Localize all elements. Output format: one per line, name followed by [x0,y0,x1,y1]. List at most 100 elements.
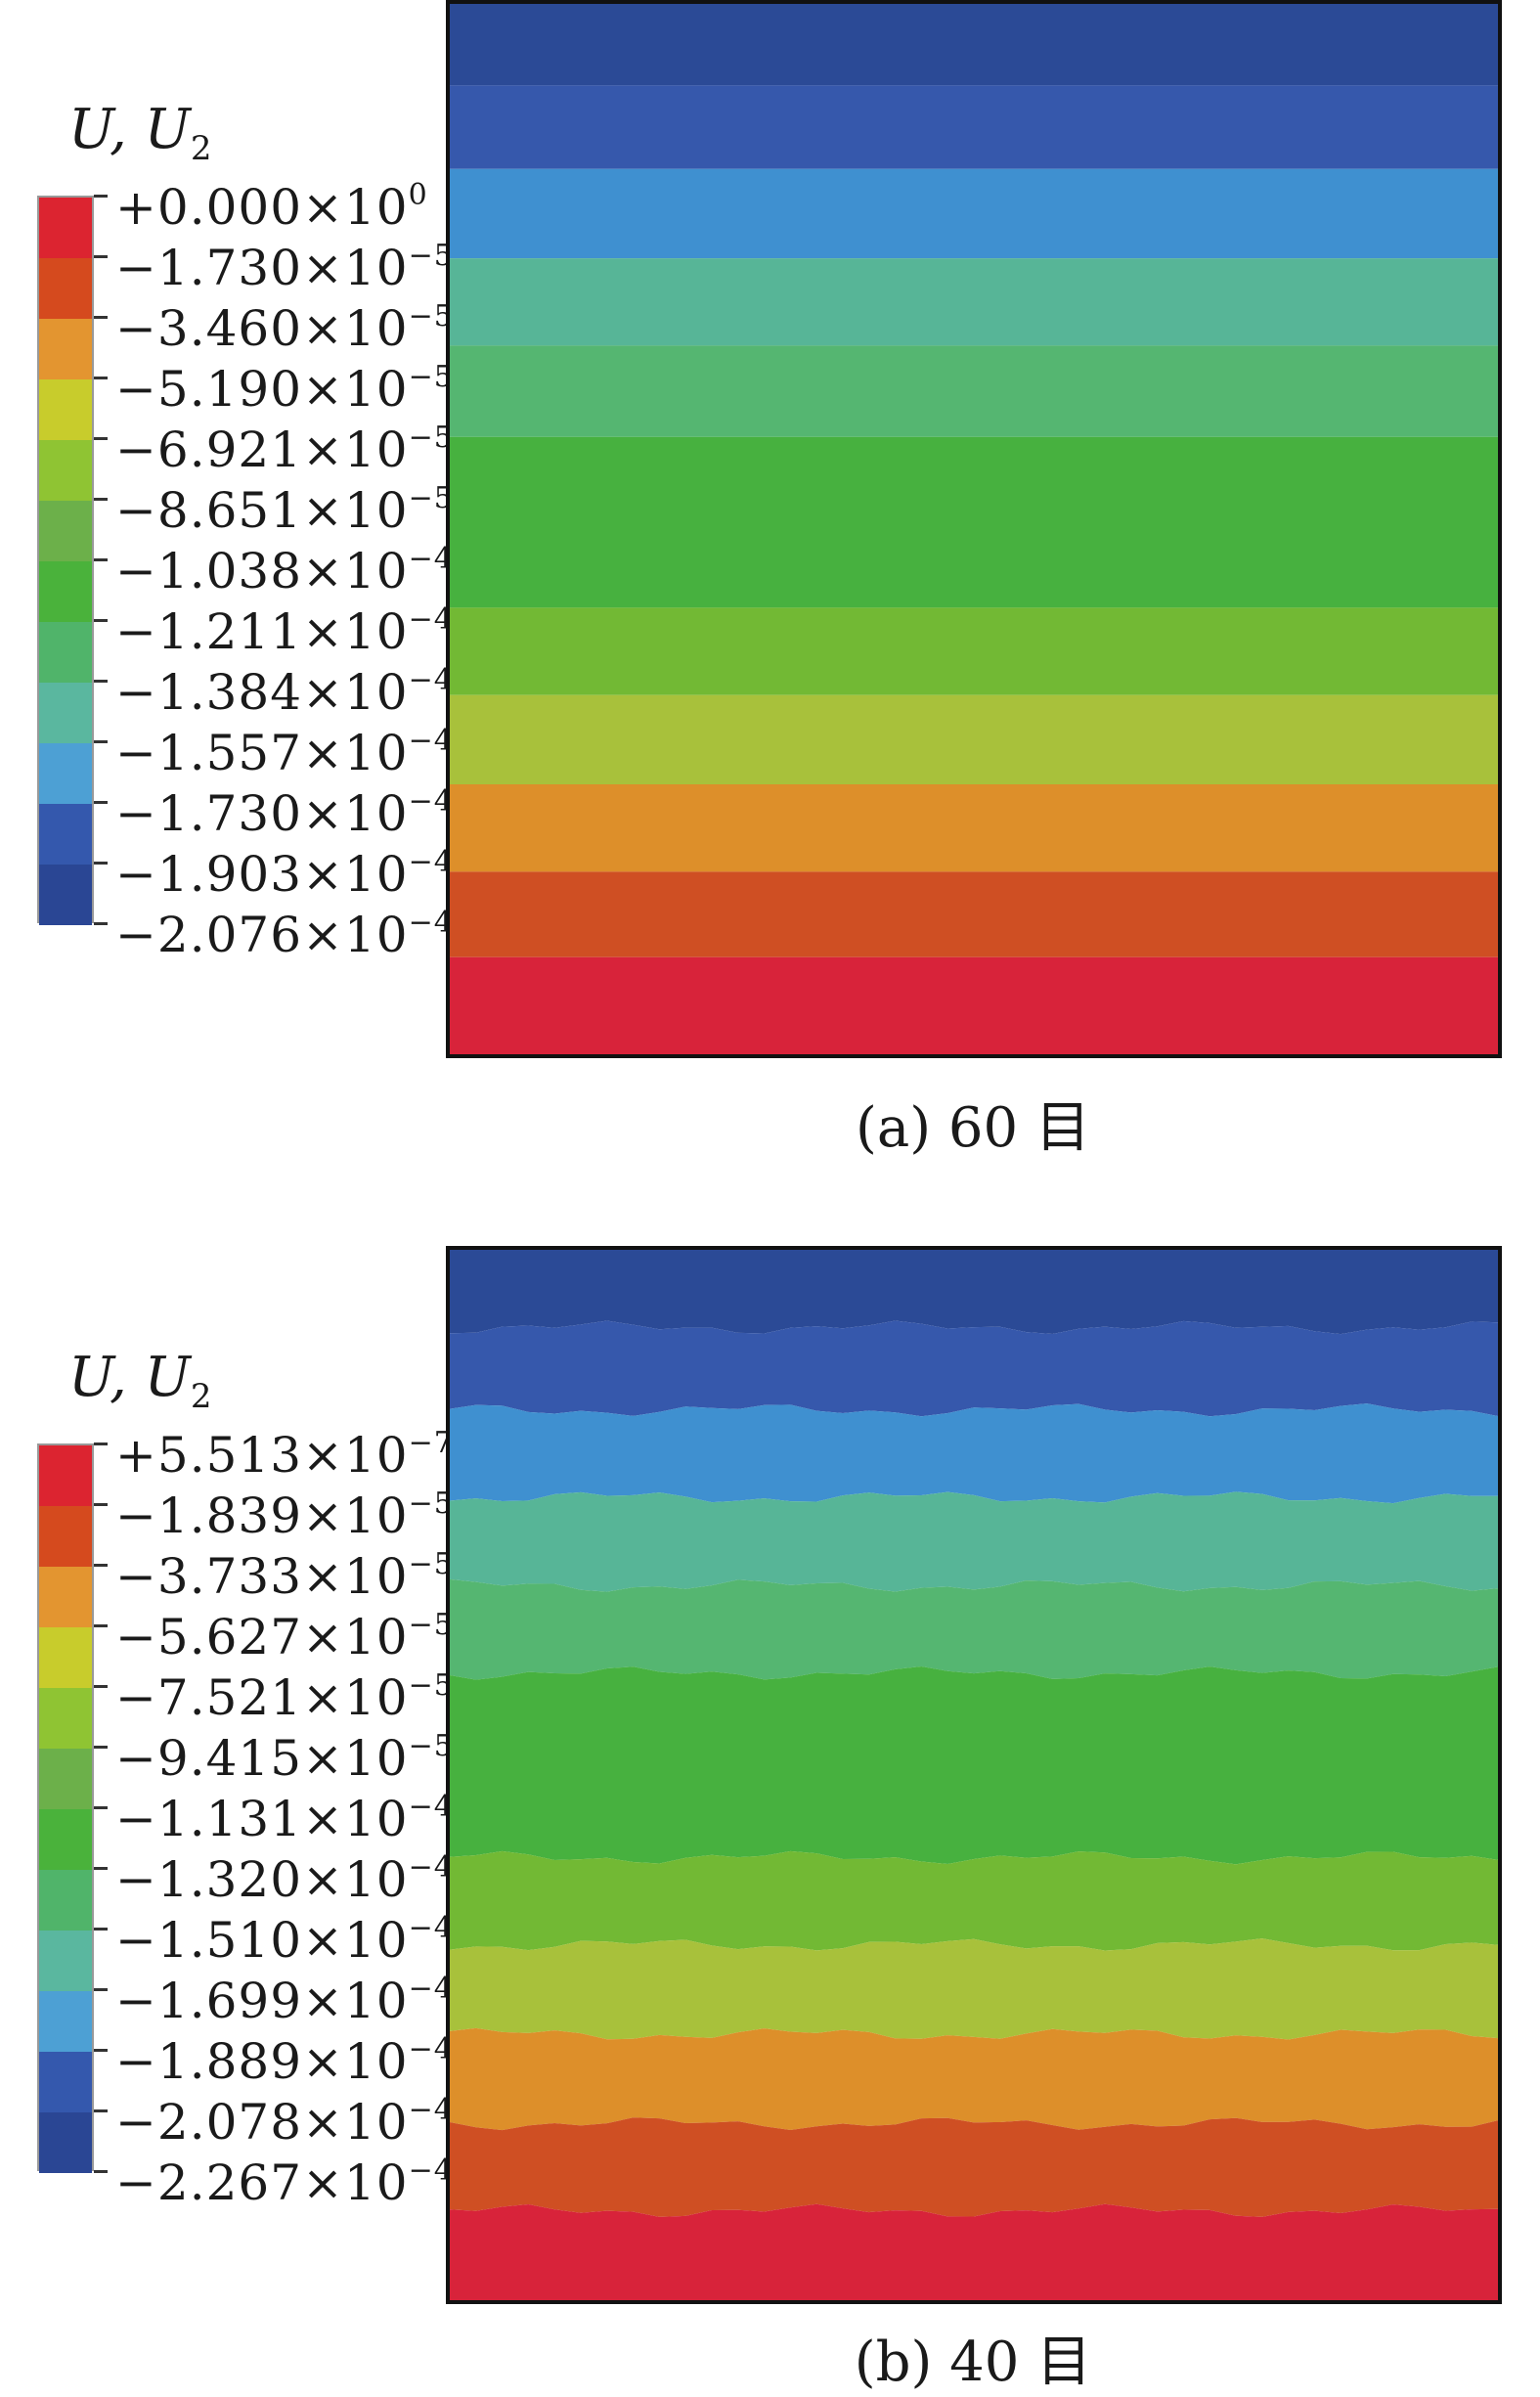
contour-bands [450,1250,1498,2300]
legend-label-exponent: −5 [408,421,454,455]
panel-a: U, U2 +0.000×100 −1.730×10−5 −3.460×10−5 −5… [0,0,1540,1164]
legend-tick [94,1624,108,1627]
legend-label: −1.699×10−4 [115,1965,454,2025]
legend-label-mantissa: −1.320×10 [115,1851,409,1908]
contour-plot-a [446,0,1502,1058]
panel-b: U, U2 +5.513×10−7 −1.839×10−5 −3.733×10−5−… [0,1242,1540,2394]
legend-label: −1.038×10−4 [115,535,454,596]
legend-label-exponent: −5 [408,299,454,333]
legend-tick [94,316,108,319]
legend-title: U, U2 [68,1346,212,1416]
legend-label: −7.521×10−5 [115,1662,454,1722]
legend-label-mantissa: −3.733×10 [115,1548,409,1605]
legend-label-mantissa: −7.521×10 [115,1669,409,1726]
legend-label-mantissa: −1.730×10 [115,240,409,296]
legend-swatch [39,319,92,379]
legend-label-mantissa: +0.000×10 [115,179,409,236]
legend-swatch [39,743,92,804]
legend-label-exponent: −4 [408,724,454,758]
legend-label-mantissa: −1.211×10 [115,603,409,660]
legend-tick [94,2109,108,2112]
legend-swatch [39,1506,92,1567]
legend-swatch [39,440,92,501]
legend-tick [94,1867,108,1870]
legend-label-exponent: −4 [408,1972,454,2006]
legend-label-mantissa: −1.730×10 [115,785,409,842]
legend-label-mantissa: −5.190×10 [115,361,409,418]
legend-label: −2.267×10−4 [115,2147,454,2207]
legend-label: −1.889×10−4 [115,2025,454,2086]
legend-label-mantissa: −1.131×10 [115,1791,409,1847]
contour-band [450,85,1498,169]
legend-label-exponent: −4 [408,1850,454,1885]
legend-swatch [39,501,92,561]
legend-label: −1.730×10−5 [115,232,454,292]
legend-tick [94,2170,108,2173]
legend-label: +0.000×100 [115,171,428,232]
legend-label: −1.131×10−4 [115,1783,454,1843]
legend-tick [94,558,108,561]
contour-band [450,871,1498,957]
legend-label-mantissa: −6.921×10 [115,422,409,478]
legend-tick [94,437,108,440]
legend-label-exponent: −4 [408,906,454,940]
legend-swatch [39,804,92,865]
legend-swatch [39,1627,92,1688]
legend-tick [94,195,108,198]
legend-tick [94,1806,108,1809]
legend-tick [94,2049,108,2052]
legend-label-exponent: −4 [408,2032,454,2066]
legend-label: +5.513×10−7 [115,1419,454,1480]
contour-band [450,1250,1498,1335]
legend-label-mantissa: −1.839×10 [115,1487,409,1544]
legend-label-mantissa: −5.627×10 [115,1609,409,1665]
legend-label: −2.078×10−4 [115,2086,454,2147]
legend-label-mantissa: −9.415×10 [115,1730,409,1787]
legend-swatch [39,683,92,743]
legend-swatch [39,1809,92,1870]
legend-label: −1.384×10−4 [115,656,454,717]
legend-color-bar [37,1443,94,2173]
legend-label-exponent: −4 [408,1911,454,1945]
legend-tick [94,1988,108,1991]
contour-band [450,1403,1498,1504]
legend-color-bar [37,196,94,925]
legend-tick [94,1564,108,1567]
legend-label-exponent: −5 [408,1487,454,1521]
contour-band [450,784,1498,872]
legend-tick [94,1685,108,1688]
legend-label: −1.730×10−4 [115,777,454,838]
contour-band [450,956,1498,1054]
legend-tick [94,801,108,804]
contour-band [450,1938,1498,2040]
contour-band [450,1578,1498,1680]
legend-label-exponent: −4 [408,784,454,819]
contour-band [450,1666,1498,1865]
legend-label-exponent: −4 [408,845,454,879]
legend-swatch [39,2112,92,2173]
legend-label: −2.076×10−4 [115,899,454,959]
legend-title: U, U2 [68,98,212,168]
legend-label: −1.903×10−4 [115,838,454,899]
legend-tick [94,255,108,258]
legend-label: −5.190×10−5 [115,353,454,414]
legend-label-exponent: −5 [408,481,454,515]
legend-label-exponent: −5 [408,1608,454,1642]
legend-swatch [39,1870,92,1931]
legend-label-mantissa: +5.513×10 [115,1427,409,1484]
legend-label: −8.651×10−5 [115,474,454,535]
legend-label: −6.921×10−5 [115,414,454,474]
legend-label: −9.415×10−5 [115,1722,454,1783]
legend-tick [94,1503,108,1506]
legend-label-exponent: −5 [408,1668,454,1703]
legend-swatch [39,258,92,319]
legend-label-mantissa: −2.267×10 [115,2154,409,2211]
legend-label-exponent: 0 [408,178,428,212]
contour-band [450,1491,1498,1592]
contour-plot-b [446,1246,1502,2304]
legend-swatch [39,379,92,440]
legend-label-mantissa: −1.038×10 [115,543,409,599]
legend-label: −5.627×10−5 [115,1601,454,1662]
legend-tick [94,619,108,622]
legend-swatch [39,1931,92,1991]
